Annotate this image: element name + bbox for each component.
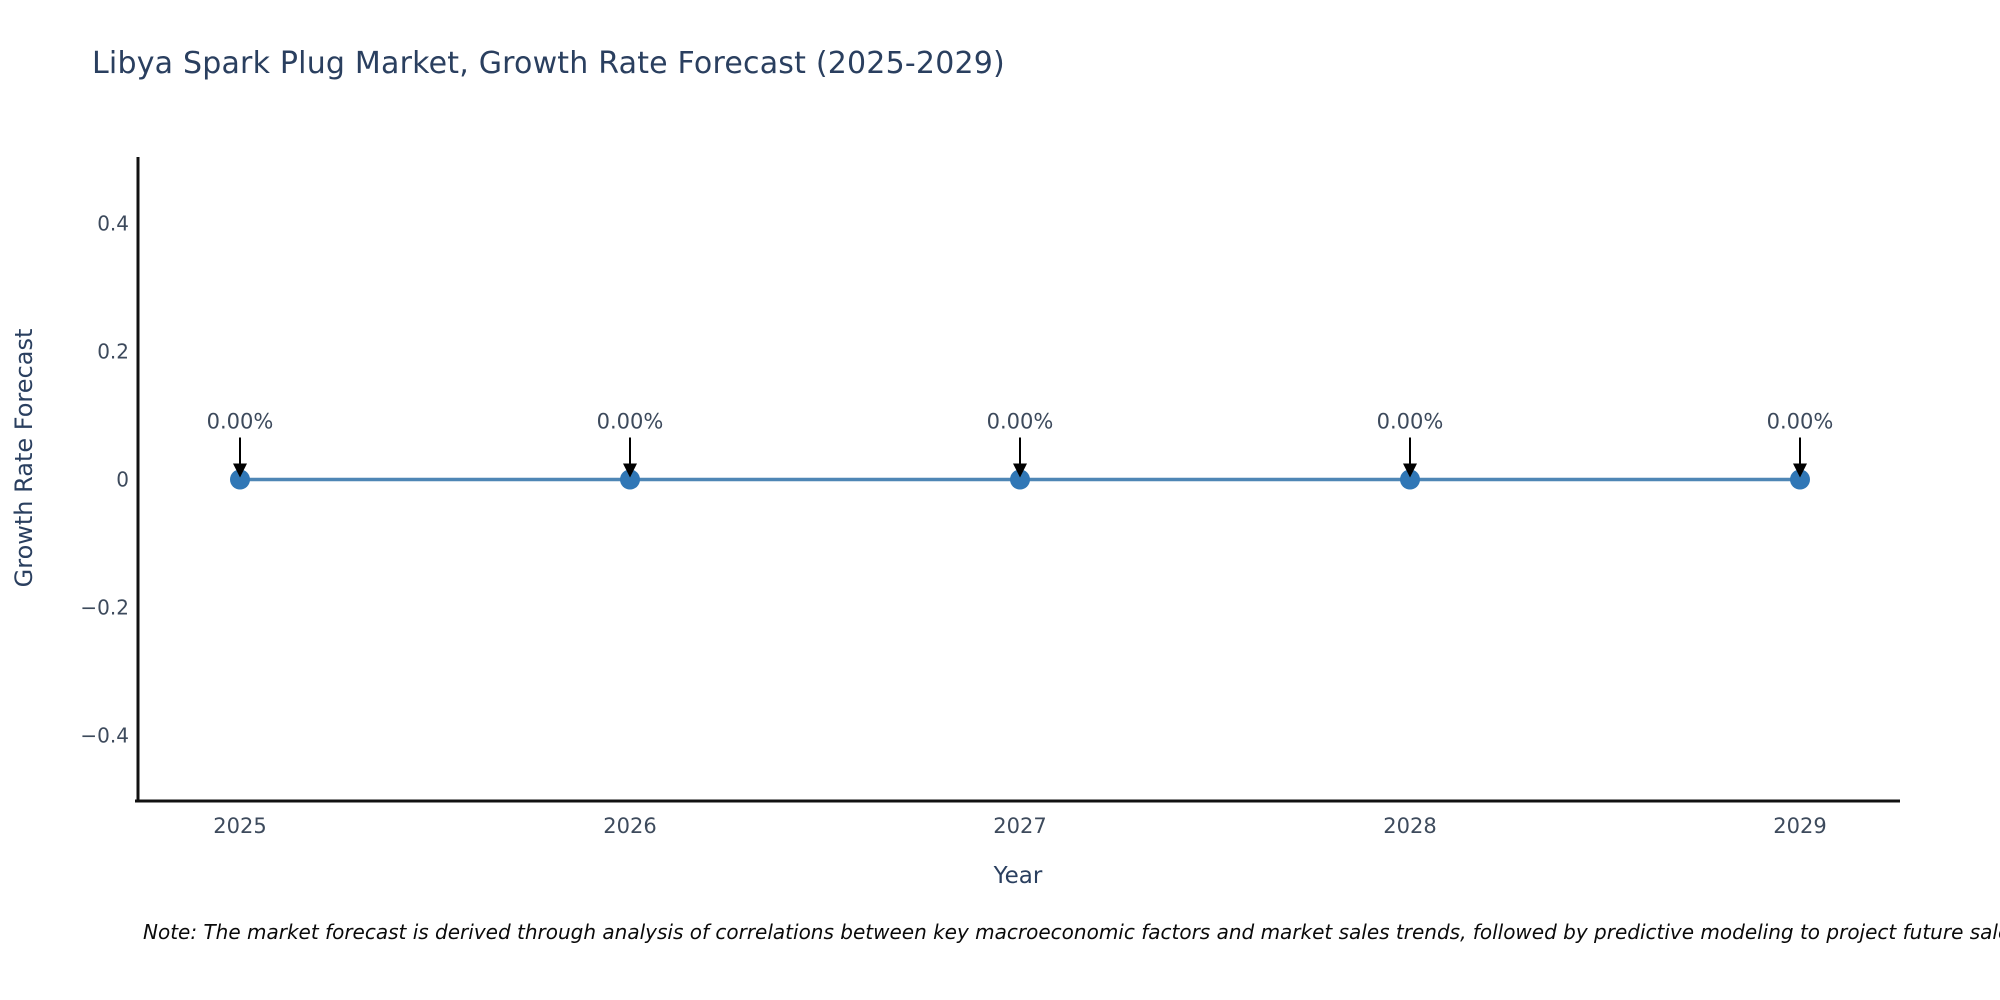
x-tick-label: 2029 <box>1773 814 1826 838</box>
annotation-label: 0.00% <box>207 410 274 434</box>
data-point-marker <box>620 469 640 490</box>
y-tick-label: 0.4 <box>97 212 129 236</box>
x-tick-label: 2027 <box>993 814 1046 838</box>
data-point-marker <box>1400 469 1420 490</box>
annotation-arrow-head <box>233 463 247 478</box>
annotation-label: 0.00% <box>1767 410 1834 434</box>
x-tick-label: 2025 <box>213 814 266 838</box>
x-axis-title: Year <box>993 863 1043 889</box>
annotation-label: 0.00% <box>597 410 664 434</box>
annotation-arrow-head <box>1793 463 1807 478</box>
y-tick-label: 0.2 <box>97 340 129 364</box>
data-point-marker <box>1790 469 1810 490</box>
annotation-label: 0.00% <box>987 410 1054 434</box>
y-tick-label: 0 <box>116 468 129 492</box>
annotation-arrow-head <box>1403 463 1417 478</box>
annotation-arrow-head <box>623 463 637 478</box>
annotation-arrow-head <box>1013 463 1027 478</box>
annotation-label: 0.00% <box>1377 410 1444 434</box>
y-tick-label: −0.2 <box>80 596 129 620</box>
data-point-marker <box>1010 469 1030 490</box>
x-tick-label: 2028 <box>1383 814 1436 838</box>
y-tick-label: −0.4 <box>80 724 129 748</box>
chart-title: Libya Spark Plug Market, Growth Rate For… <box>92 46 1005 81</box>
x-tick-label: 2026 <box>603 814 656 838</box>
footnote: Note: The market forecast is derived thr… <box>143 920 2000 944</box>
data-point-marker <box>230 469 250 490</box>
